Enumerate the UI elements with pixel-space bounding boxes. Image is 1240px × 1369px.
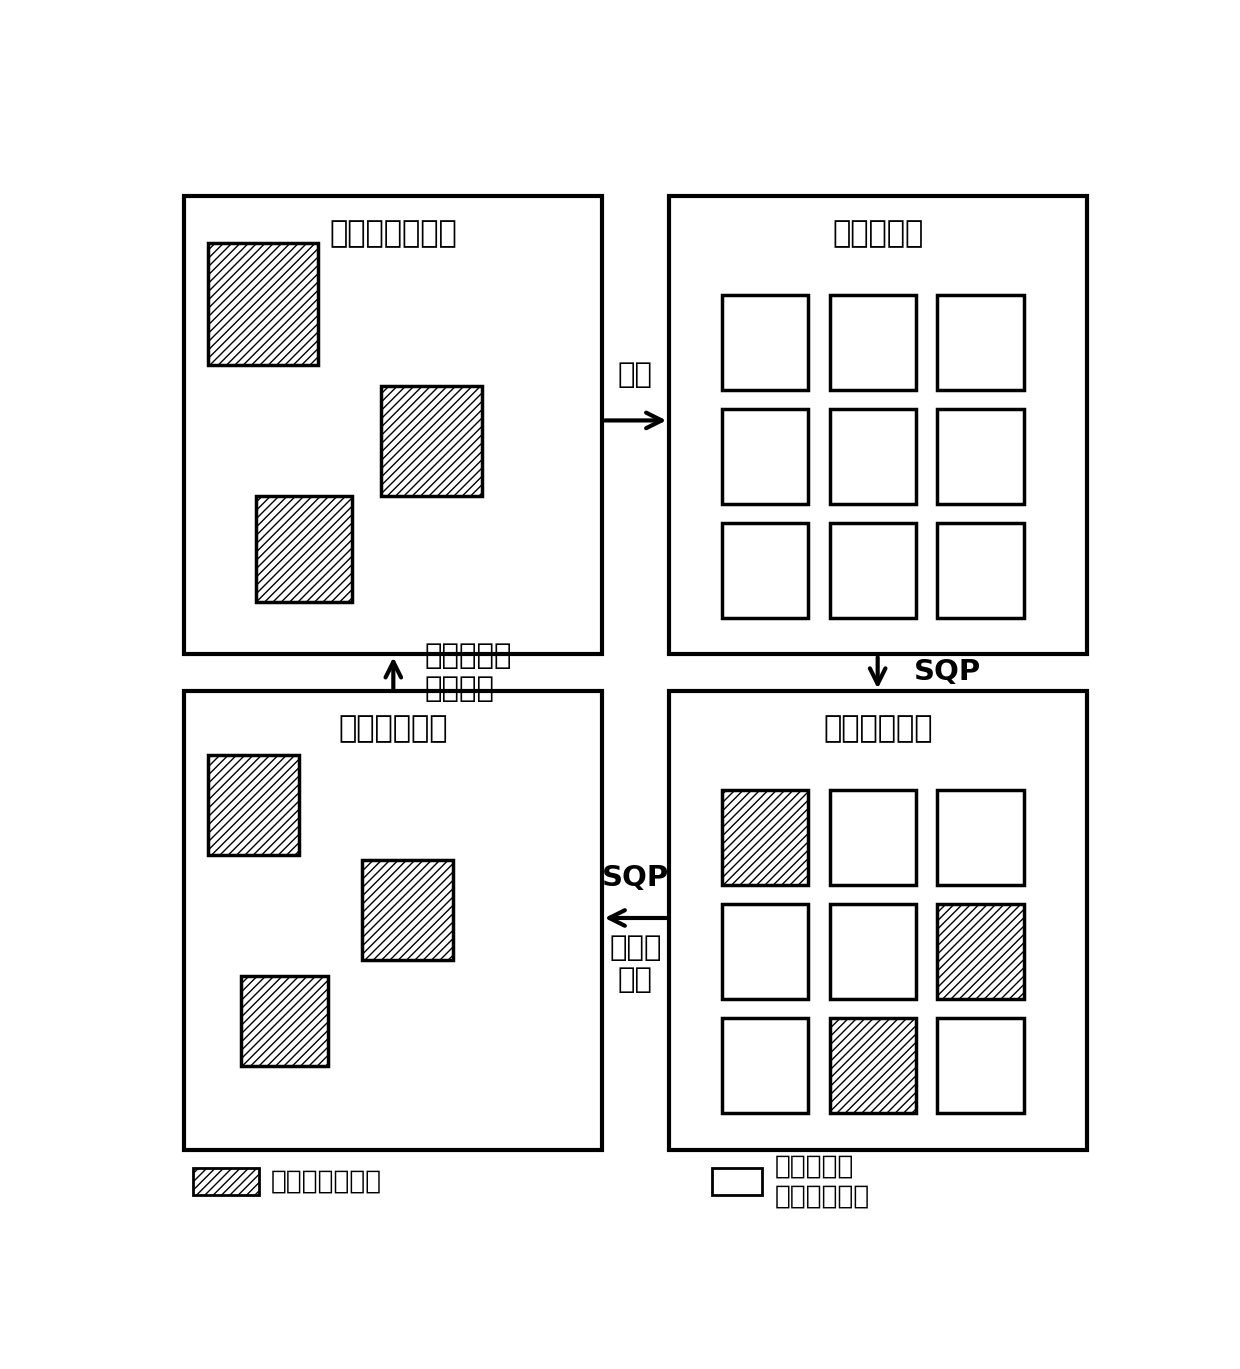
Bar [670, 691, 1087, 1150]
Bar [193, 1168, 259, 1195]
Text: 锁相: 锁相 [618, 361, 653, 389]
Bar [830, 523, 916, 617]
Bar [184, 196, 601, 654]
Bar [722, 1019, 808, 1113]
Bar [937, 523, 1024, 617]
Bar [937, 790, 1024, 886]
Text: 初始计算结果: 初始计算结果 [823, 715, 932, 743]
Text: SQP: SQP [914, 658, 981, 686]
Bar [722, 523, 808, 617]
Bar [255, 497, 352, 602]
Bar [712, 1168, 763, 1195]
Bar [722, 790, 808, 886]
Bar [830, 409, 916, 504]
Bar [937, 1019, 1024, 1113]
Text: 内含物真实分布: 内含物真实分布 [329, 219, 456, 248]
Text: SQP: SQP [601, 864, 670, 891]
Bar [208, 244, 319, 364]
Text: 反应内含物
真实分布: 反应内含物 真实分布 [424, 642, 512, 702]
Bar [670, 196, 1087, 654]
Bar [722, 905, 808, 999]
Bar [937, 905, 1024, 999]
Text: 最终计算结果: 最终计算结果 [339, 715, 448, 743]
Bar [722, 294, 808, 390]
Text: 内含物真实位置: 内含物真实位置 [270, 1169, 382, 1195]
Text: 未知内含物: 未知内含物 [832, 219, 924, 248]
Text: 锁相技术识
别内含物位置: 锁相技术识 别内含物位置 [775, 1154, 870, 1210]
Bar [830, 294, 916, 390]
Bar [208, 754, 299, 854]
Text: 重建计
算域: 重建计 算域 [609, 934, 662, 994]
Bar [830, 1019, 916, 1113]
Bar [937, 409, 1024, 504]
Bar [937, 294, 1024, 390]
Bar [830, 905, 916, 999]
Bar [830, 790, 916, 886]
Bar [184, 691, 601, 1150]
Bar [381, 386, 481, 497]
Bar [722, 409, 808, 504]
Bar [362, 860, 453, 960]
Bar [242, 976, 327, 1065]
